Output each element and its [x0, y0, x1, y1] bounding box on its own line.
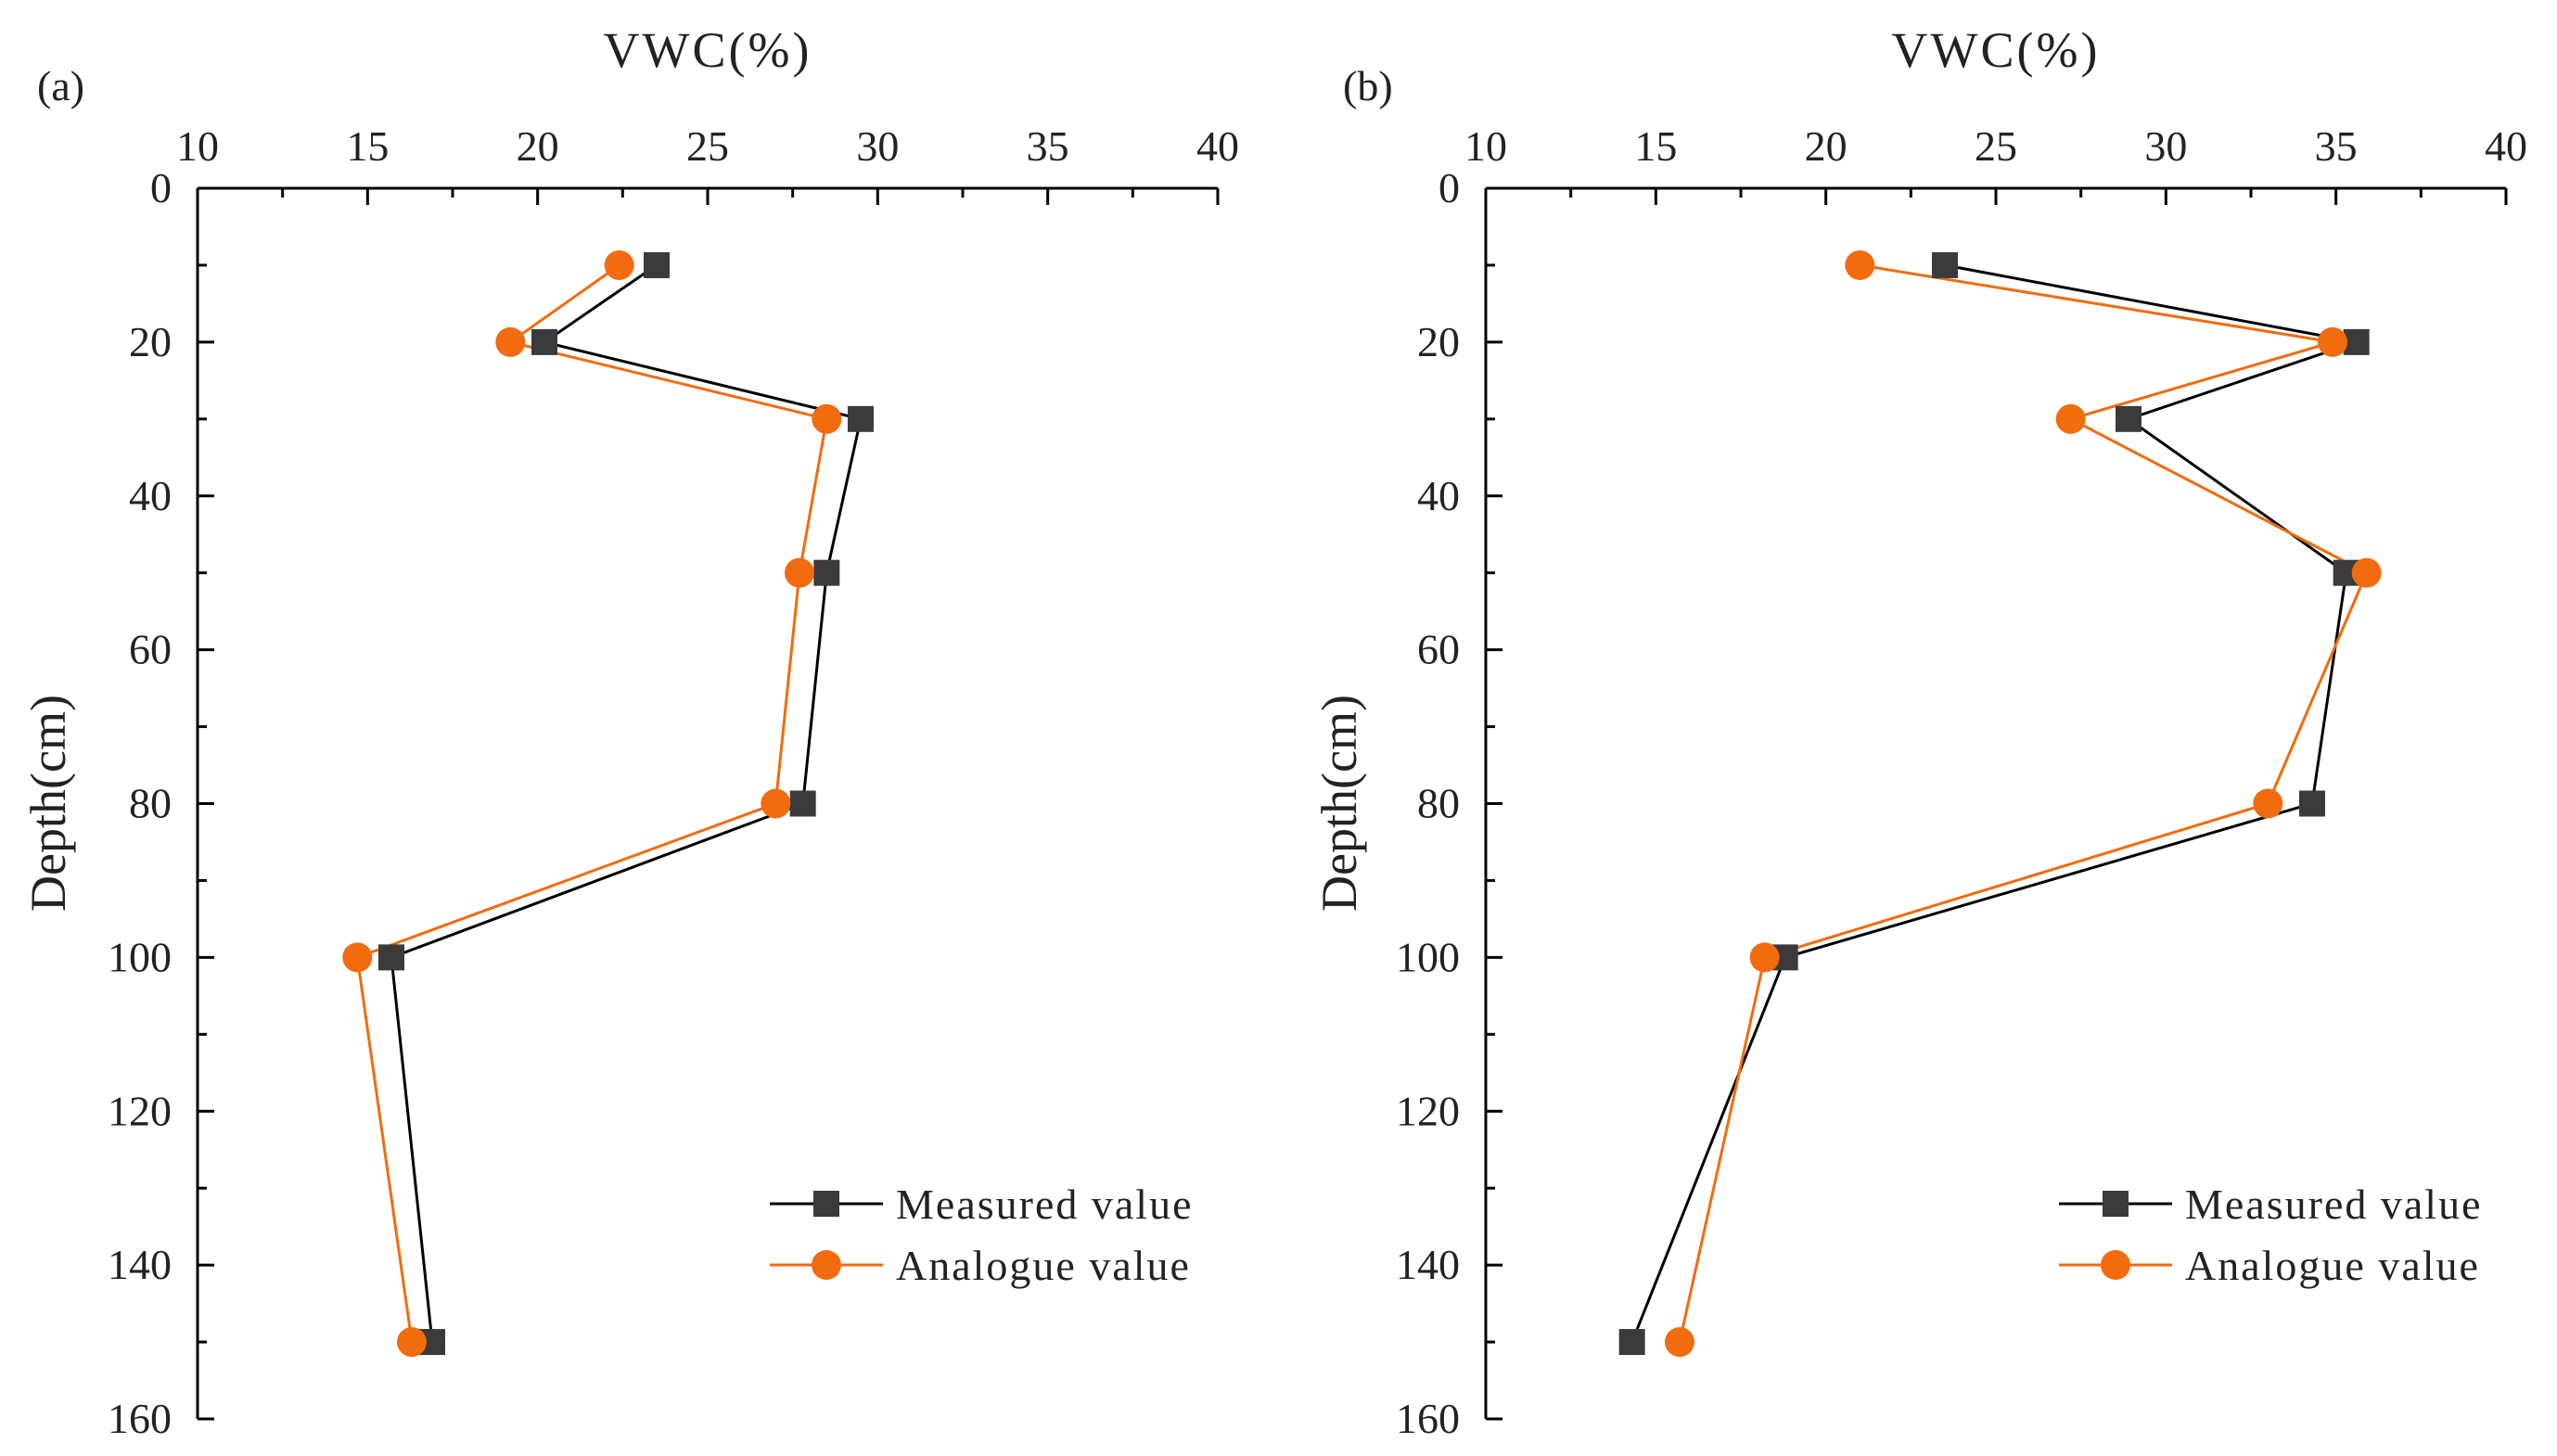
data-point-measured [531, 328, 557, 355]
legend-label-measured: Measured value [2185, 1181, 2483, 1228]
legend-marker-measured [2103, 1191, 2129, 1217]
data-point-measured [1618, 1329, 1645, 1356]
data-point-analogue [2351, 557, 2382, 588]
legend-label-analogue: Analogue value [2185, 1242, 2480, 1289]
x-axis-title: VWC(%) [604, 22, 812, 78]
x-tick-label: 30 [856, 122, 899, 170]
data-point-measured [848, 405, 874, 432]
x-tick-label: 30 [2144, 122, 2187, 170]
legend-marker-measured [813, 1191, 839, 1217]
y-tick-label: 40 [129, 472, 172, 519]
data-point-measured [644, 251, 670, 278]
legend-label-measured: Measured value [896, 1181, 1194, 1228]
y-tick-label: 80 [129, 780, 172, 827]
x-tick-label: 20 [1805, 122, 1847, 170]
y-tick-label: 160 [108, 1395, 172, 1442]
panel-label: (a) [37, 62, 84, 109]
data-point-analogue [812, 403, 842, 434]
y-tick-label: 20 [129, 318, 172, 365]
data-point-measured [2116, 405, 2141, 432]
y-tick-label: 100 [1396, 933, 1460, 980]
data-point-analogue [2253, 788, 2283, 819]
data-point-measured [2343, 328, 2370, 355]
chart-panel-b: (b) VWC(%) 10 15 20 25 30 35 40 0 20 40 60 80 100 120 14… [1311, 22, 2527, 1442]
chart-panel-a: (a) VWC(%) 10 15 20 25 30 35 40 0 20 40 60 80 100 120 14… [20, 22, 1239, 1442]
y-tick-label: 20 [1417, 318, 1460, 365]
y-tick-label: 160 [1396, 1395, 1460, 1442]
y-tick-label: 0 [1438, 164, 1460, 211]
legend-marker-analogue [2101, 1250, 2130, 1280]
y-tick-label: 60 [1417, 626, 1460, 673]
x-tick-label: 25 [686, 122, 729, 170]
x-tick-label: 10 [1464, 122, 1507, 170]
data-point-analogue [761, 788, 791, 819]
data-point-analogue [1845, 249, 1875, 280]
x-axis-title: VWC(%) [1892, 22, 2101, 78]
x-tick-label: 25 [1975, 122, 2017, 170]
y-tick-label: 80 [1417, 780, 1460, 827]
y-axis-title: Depth(cm) [20, 695, 76, 912]
data-point-measured [378, 944, 404, 971]
y-axis-title: Depth(cm) [1311, 695, 1367, 912]
x-tick-label: 35 [1027, 122, 1069, 170]
data-point-analogue [1665, 1327, 1694, 1358]
x-tick-label: 20 [517, 122, 559, 170]
data-point-analogue [1749, 942, 1780, 973]
data-point-measured [813, 559, 840, 586]
y-tick-label: 120 [1396, 1087, 1460, 1134]
x-tick-label: 15 [1634, 122, 1677, 170]
legend-marker-analogue [812, 1250, 841, 1280]
y-tick-label: 140 [108, 1241, 172, 1288]
data-point-measured [2299, 790, 2325, 817]
data-point-analogue [2055, 403, 2086, 434]
data-point-analogue [342, 942, 373, 973]
data-point-analogue [604, 249, 634, 280]
y-tick-label: 0 [150, 164, 172, 211]
data-point-analogue [397, 1327, 427, 1358]
y-tick-label: 140 [1396, 1241, 1460, 1288]
x-tick-label: 10 [176, 122, 219, 170]
x-tick-label: 15 [346, 122, 389, 170]
y-tick-label: 40 [1417, 472, 1460, 519]
legend-label-analogue: Analogue value [896, 1242, 1191, 1289]
data-point-measured [1932, 251, 1958, 278]
x-tick-label: 35 [2315, 122, 2358, 170]
x-tick-label: 40 [1196, 122, 1239, 170]
series-line-analogue [355, 263, 829, 1343]
y-tick-label: 100 [108, 933, 172, 980]
y-tick-label: 120 [108, 1087, 172, 1134]
data-point-measured [789, 790, 816, 817]
data-point-analogue [785, 557, 814, 588]
data-point-analogue [2318, 326, 2347, 357]
data-point-analogue [495, 326, 526, 357]
y-tick-label: 60 [129, 626, 172, 673]
panel-label: (b) [1343, 62, 1393, 109]
x-tick-label: 40 [2485, 122, 2527, 170]
